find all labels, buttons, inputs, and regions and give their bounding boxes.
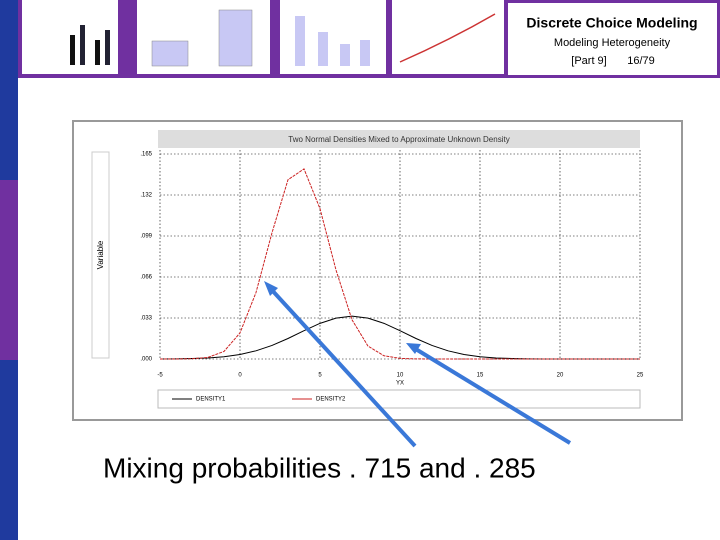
x-tick-label: 15 bbox=[477, 373, 484, 379]
y-tick-label: .132 bbox=[140, 193, 152, 199]
arrow-head bbox=[264, 281, 278, 296]
side-bar bbox=[0, 360, 18, 540]
y-tick-label: .000 bbox=[140, 357, 152, 363]
header-box bbox=[506, 1, 719, 77]
y-tick-label: .033 bbox=[140, 316, 152, 322]
arrow bbox=[412, 346, 572, 445]
y-tick-label: .099 bbox=[140, 234, 152, 240]
header-part: [Part 9] bbox=[571, 55, 606, 67]
y-tick-label: .066 bbox=[140, 275, 152, 281]
y-label-box bbox=[91, 151, 110, 359]
legend-label: DENSITY1 bbox=[196, 397, 226, 403]
thumbnails bbox=[22, 0, 504, 74]
y-axis-label: Variable bbox=[96, 240, 105, 269]
x-axis-label: YX bbox=[396, 381, 404, 387]
title-bar bbox=[158, 130, 640, 148]
series-line bbox=[160, 168, 640, 360]
legend-label: DENSITY2 bbox=[316, 397, 346, 403]
header-subtitle: Modeling Heterogeneity bbox=[554, 37, 671, 49]
x-tick-label: 5 bbox=[318, 373, 322, 379]
x-tick-label: 10 bbox=[397, 373, 404, 379]
x-tick-label: -5 bbox=[157, 373, 163, 379]
side-bar bbox=[0, 180, 18, 360]
plot-area bbox=[160, 150, 640, 359]
legend bbox=[157, 389, 641, 409]
x-tick-label: 0 bbox=[238, 373, 242, 379]
arrow-head bbox=[406, 343, 421, 354]
chart-title: Two Normal Densities Mixed to Approximat… bbox=[288, 135, 509, 144]
y-tick-label: .165 bbox=[140, 152, 152, 158]
plot: .000 .033 .066 .099 .132 .165 -5 0 5 10 15 20 25 DENS… bbox=[140, 150, 644, 403]
x-tick-label: 25 bbox=[637, 373, 644, 379]
x-tick-label: 20 bbox=[557, 373, 564, 379]
arrow bbox=[268, 286, 417, 448]
header-title: Discrete Choice Modeling bbox=[526, 15, 697, 31]
caption: Mixing probabilities . 715 and . 285 bbox=[103, 452, 536, 483]
header-page: 16/79 bbox=[627, 55, 655, 67]
side-bar bbox=[0, 0, 18, 180]
